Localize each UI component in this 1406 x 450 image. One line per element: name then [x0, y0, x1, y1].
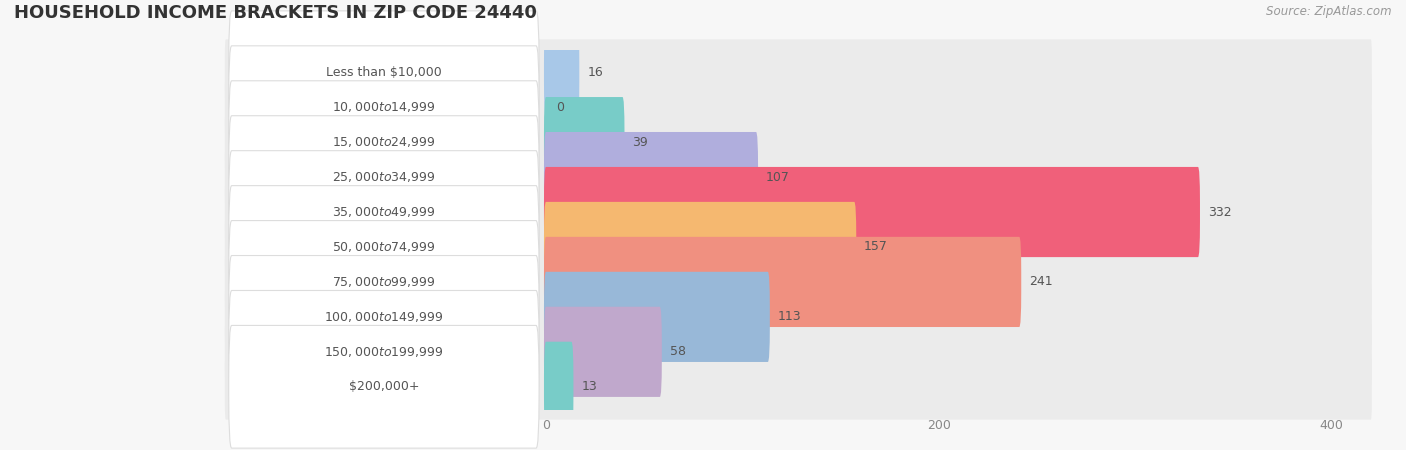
FancyBboxPatch shape	[225, 354, 1372, 420]
Text: $50,000 to $74,999: $50,000 to $74,999	[332, 240, 436, 254]
Text: $150,000 to $199,999: $150,000 to $199,999	[325, 345, 444, 359]
FancyBboxPatch shape	[225, 319, 1372, 385]
FancyBboxPatch shape	[229, 256, 538, 378]
FancyBboxPatch shape	[229, 186, 538, 308]
FancyBboxPatch shape	[225, 144, 1372, 210]
Text: $35,000 to $49,999: $35,000 to $49,999	[332, 205, 436, 219]
FancyBboxPatch shape	[229, 11, 538, 134]
Text: 157: 157	[865, 240, 889, 253]
FancyBboxPatch shape	[225, 284, 1372, 350]
FancyBboxPatch shape	[544, 272, 770, 362]
Text: 107: 107	[766, 171, 790, 184]
FancyBboxPatch shape	[225, 39, 1372, 105]
FancyBboxPatch shape	[229, 291, 538, 413]
FancyBboxPatch shape	[229, 151, 538, 273]
FancyBboxPatch shape	[544, 167, 1199, 257]
FancyBboxPatch shape	[544, 132, 758, 222]
Text: 13: 13	[581, 380, 598, 393]
Text: 332: 332	[1208, 206, 1232, 219]
Text: 16: 16	[588, 66, 603, 79]
FancyBboxPatch shape	[225, 109, 1372, 175]
Text: $100,000 to $149,999: $100,000 to $149,999	[325, 310, 444, 324]
FancyBboxPatch shape	[544, 342, 574, 432]
Text: HOUSEHOLD INCOME BRACKETS IN ZIP CODE 24440: HOUSEHOLD INCOME BRACKETS IN ZIP CODE 24…	[14, 4, 537, 22]
FancyBboxPatch shape	[229, 81, 538, 203]
FancyBboxPatch shape	[544, 307, 662, 397]
FancyBboxPatch shape	[544, 27, 579, 117]
Text: $10,000 to $14,999: $10,000 to $14,999	[332, 100, 436, 114]
FancyBboxPatch shape	[229, 220, 538, 343]
Text: Less than $10,000: Less than $10,000	[326, 66, 441, 79]
Text: 241: 241	[1029, 275, 1053, 288]
FancyBboxPatch shape	[225, 74, 1372, 140]
FancyBboxPatch shape	[225, 179, 1372, 245]
Text: 39: 39	[633, 135, 648, 148]
FancyBboxPatch shape	[229, 116, 538, 238]
Text: $75,000 to $99,999: $75,000 to $99,999	[332, 275, 436, 289]
FancyBboxPatch shape	[225, 214, 1372, 280]
Text: $15,000 to $24,999: $15,000 to $24,999	[332, 135, 436, 149]
FancyBboxPatch shape	[229, 46, 538, 168]
Text: $25,000 to $34,999: $25,000 to $34,999	[332, 170, 436, 184]
Text: $200,000+: $200,000+	[349, 380, 419, 393]
FancyBboxPatch shape	[544, 237, 1021, 327]
FancyBboxPatch shape	[229, 325, 538, 448]
FancyBboxPatch shape	[544, 202, 856, 292]
FancyBboxPatch shape	[544, 97, 624, 187]
FancyBboxPatch shape	[225, 249, 1372, 315]
Text: 113: 113	[778, 310, 801, 324]
Text: 58: 58	[669, 345, 686, 358]
Text: 0: 0	[555, 101, 564, 114]
Text: Source: ZipAtlas.com: Source: ZipAtlas.com	[1267, 4, 1392, 18]
